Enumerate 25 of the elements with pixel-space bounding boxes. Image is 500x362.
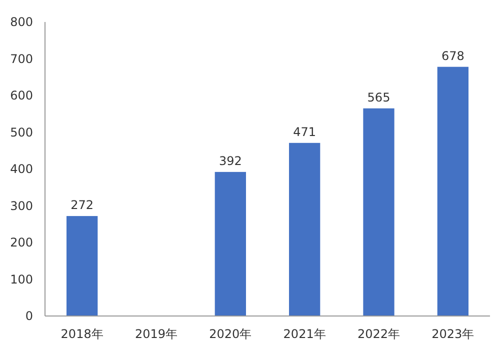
x-tick-label: 2018年 [60,327,104,341]
y-tick-label: 0 [25,309,33,323]
y-tick-label: 700 [10,52,33,66]
data-label: 565 [367,90,390,104]
x-tick-label: 2021年 [283,327,326,341]
y-tick-label: 300 [10,198,33,213]
bar [363,108,394,316]
bar [437,66,468,316]
y-tick-label: 200 [10,236,33,250]
data-label: 392 [218,154,242,168]
y-tick-label: 600 [10,88,33,102]
bar [214,172,246,316]
data-label: 678 [441,48,464,63]
y-tick-label: 500 [10,125,33,140]
y-tick-label: 100 [10,272,33,286]
x-tick-label: 2020年 [209,327,252,341]
x-tick-label: 2023年 [432,327,474,341]
bar [66,216,98,316]
x-tick-label: 2022年 [357,327,400,341]
data-label: 471 [293,124,316,139]
y-tick-label: 800 [10,15,33,29]
data-label: 272 [70,198,94,212]
y-tick-label: 400 [10,162,33,176]
x-tick-label: 2019年 [134,327,178,341]
bar [289,142,320,316]
